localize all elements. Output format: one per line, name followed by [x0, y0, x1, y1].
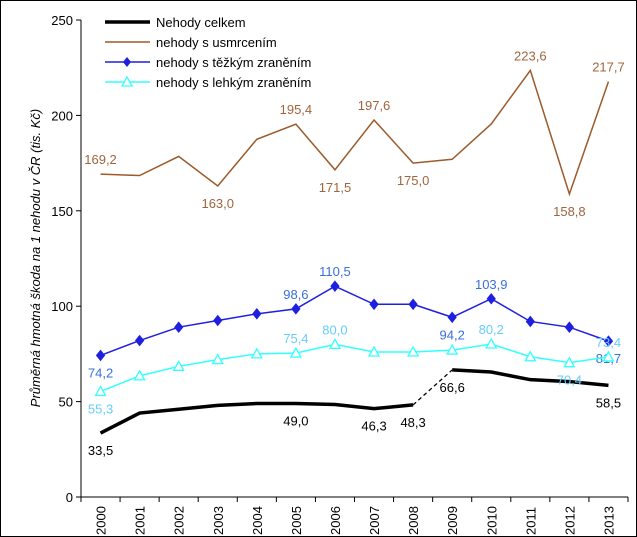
- legend-label: nehody s usmrcením: [156, 35, 277, 50]
- marker: [525, 315, 535, 328]
- data-label: 103,9: [475, 277, 508, 292]
- data-label: 217,7: [592, 60, 625, 75]
- y-tick-label: 100: [51, 299, 73, 314]
- x-tick-label: 2004: [250, 506, 265, 535]
- data-label: 75,4: [283, 331, 308, 346]
- series-line: [452, 368, 609, 388]
- series-line: [100, 343, 609, 393]
- data-label: 70,4: [557, 373, 582, 388]
- data-label: 66,6: [440, 380, 465, 395]
- legend-marker: [120, 75, 134, 87]
- data-label: 48,3: [400, 415, 425, 430]
- x-tick-label: 2008: [406, 506, 421, 535]
- legend-label: nehody s těžkým zraněním: [156, 55, 311, 70]
- y-tick-label: 50: [59, 395, 73, 410]
- y-axis-label: Průměrná hmotná škoda na 1 nehodu v ČR (…: [28, 109, 43, 407]
- x-tick-label: 2000: [94, 506, 109, 535]
- marker: [328, 338, 342, 350]
- marker: [603, 335, 614, 347]
- x-tick-label: 2001: [133, 506, 148, 535]
- marker: [134, 334, 145, 347]
- data-label: 80,2: [479, 322, 504, 337]
- data-label: 223,6: [514, 48, 547, 63]
- data-label: 49,0: [283, 414, 308, 429]
- marker: [446, 343, 459, 355]
- legend-label: Nehody celkem: [156, 15, 246, 30]
- legend-marker: [123, 57, 131, 67]
- data-label: 46,3: [361, 419, 386, 434]
- x-tick-label: 2005: [289, 506, 304, 535]
- marker: [213, 314, 223, 327]
- data-label: 94,2: [440, 327, 465, 342]
- x-tick-label: 2007: [367, 506, 382, 535]
- x-tick-label: 2003: [211, 506, 226, 535]
- series-line: [100, 285, 609, 357]
- marker: [486, 292, 496, 305]
- x-tick-label: 2010: [484, 506, 499, 535]
- dashed-segment: [412, 369, 453, 406]
- data-label: 197,6: [358, 98, 391, 113]
- marker: [95, 349, 106, 362]
- marker: [485, 337, 498, 349]
- y-tick-label: 0: [66, 490, 73, 505]
- marker: [291, 303, 301, 315]
- x-tick-label: 2009: [445, 506, 460, 535]
- y-tick-label: 200: [51, 108, 73, 123]
- marker: [369, 298, 379, 311]
- x-tick-label: 2013: [601, 506, 616, 535]
- data-label: 73,4: [596, 335, 621, 350]
- marker: [172, 359, 185, 371]
- data-label: 158,8: [553, 204, 586, 219]
- data-label: 171,5: [319, 180, 352, 195]
- marker: [133, 369, 146, 381]
- marker: [330, 280, 340, 292]
- marker: [250, 347, 263, 359]
- legend-label: nehody s lehkým zraněním: [156, 75, 311, 90]
- marker: [211, 353, 224, 365]
- marker: [447, 311, 457, 324]
- x-tick-label: 2002: [172, 506, 187, 535]
- series-line: [100, 68, 610, 197]
- marker: [367, 345, 381, 357]
- marker: [563, 356, 576, 368]
- data-label: 110,5: [319, 264, 351, 279]
- marker: [524, 350, 537, 362]
- x-tick-label: 2011: [523, 507, 538, 535]
- marker: [602, 350, 615, 362]
- y-tick-label: 150: [51, 204, 73, 219]
- data-label: 58,5: [596, 395, 621, 410]
- x-tick-label: 2012: [562, 506, 577, 535]
- data-label: 175,0: [397, 173, 430, 188]
- x-tick-label: 2006: [328, 506, 343, 535]
- series-line: [99, 401, 414, 435]
- marker: [94, 385, 107, 397]
- marker: [174, 321, 184, 333]
- data-label: 80,0: [322, 322, 347, 337]
- data-label: 195,4: [280, 102, 313, 117]
- marker: [252, 308, 262, 320]
- data-label: 55,3: [88, 401, 113, 416]
- data-label: 163,0: [201, 196, 234, 211]
- data-label: 74,2: [88, 365, 113, 380]
- data-label: 169,2: [84, 152, 117, 167]
- marker: [564, 321, 575, 333]
- data-label: 98,6: [283, 287, 308, 302]
- marker: [289, 346, 302, 358]
- marker: [408, 298, 418, 311]
- marker: [407, 345, 420, 357]
- data-label: 33,5: [88, 443, 113, 458]
- y-tick-label: 250: [51, 13, 73, 28]
